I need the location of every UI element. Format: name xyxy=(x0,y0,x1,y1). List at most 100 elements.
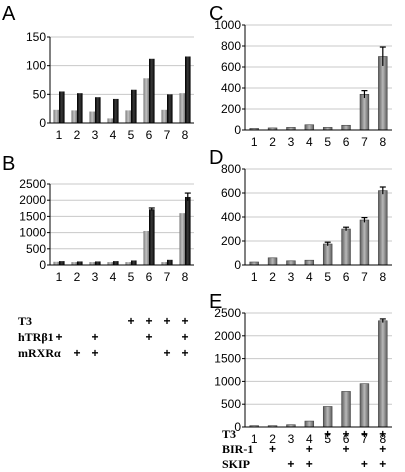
chart-b-bar xyxy=(71,262,77,265)
condition-label-skip: SKIP xyxy=(222,457,250,471)
condition-plus-mark: + xyxy=(163,346,170,360)
chart-b-xtick-label: 7 xyxy=(164,270,171,284)
condition-label-t3: T3 xyxy=(222,427,236,441)
condition-plus-mark: + xyxy=(145,330,152,344)
chart-panel-e: E 0 500 1000 1500 2000 2500 1 2 3 4 5 6 7 8 xyxy=(209,291,392,446)
condition-plus-mark: + xyxy=(306,442,313,456)
chart-b-bar xyxy=(113,261,119,265)
chart-e-ytick-label: 2000 xyxy=(214,329,241,343)
chart-c-bar xyxy=(341,124,351,131)
panel-label-c: C xyxy=(209,3,223,25)
chart-c-xtick-label: 6 xyxy=(343,135,350,149)
chart-b-bar xyxy=(95,261,101,265)
condition-plus-mark: + xyxy=(361,427,368,441)
chart-e-xtick-label: 7 xyxy=(361,432,368,446)
chart-e-xtick-label: 8 xyxy=(379,432,386,446)
chart-b-xtick-label: 6 xyxy=(146,270,153,284)
chart-c-ytick-label: 400 xyxy=(221,81,241,95)
chart-d-bar xyxy=(322,243,333,266)
chart-c-ytick-label: 1000 xyxy=(214,18,241,32)
chart-b-xtick-label: 1 xyxy=(56,270,63,284)
condition-plus-mark: + xyxy=(324,427,331,441)
chart-e-ytick-label: 1500 xyxy=(214,352,241,366)
chart-c-bar xyxy=(359,94,370,131)
chart-d-bar xyxy=(286,260,296,266)
chart-c-bar xyxy=(378,56,388,131)
conditions-table-left: T3 + + + +hTRβ1 + + + +mRXRα + + + + xyxy=(18,314,189,360)
condition-label-htr1: hTRβ1 xyxy=(18,330,54,344)
condition-plus-mark: + xyxy=(343,442,350,456)
chart-a-bar xyxy=(59,91,65,123)
chart-d-bar xyxy=(359,219,370,266)
chart-c-bar xyxy=(304,124,315,131)
chart-d-ytick-label: 400 xyxy=(221,210,241,224)
condition-plus-mark: + xyxy=(269,442,276,456)
chart-a-ytick-label: 0 xyxy=(39,116,46,130)
chart-b-xtick-label: 2 xyxy=(74,270,81,284)
chart-e-bar xyxy=(359,383,370,428)
chart-b-ytick-label: 2000 xyxy=(19,193,46,207)
chart-b-bar xyxy=(161,262,167,265)
chart-a-bar xyxy=(179,93,185,123)
chart-a-ytick-label: 150 xyxy=(26,30,46,44)
chart-a-bar xyxy=(53,109,59,123)
chart-c-ytick-label: 200 xyxy=(221,102,241,116)
condition-label-bir1: BIR-1 xyxy=(222,442,253,456)
chart-d-xtick-label: 3 xyxy=(288,270,295,284)
condition-plus-mark: + xyxy=(163,314,170,328)
chart-a-ytick-label: 50 xyxy=(33,87,47,101)
chart-panel-a: A 0 50 100 150 1 2 3 4 5 6 7 8 xyxy=(2,3,194,142)
condition-plus-mark: + xyxy=(379,457,386,471)
chart-c-xtick-label: 4 xyxy=(306,135,313,149)
chart-a-bar xyxy=(149,58,155,123)
condition-plus-mark: + xyxy=(145,314,152,328)
chart-a-xtick-label: 7 xyxy=(164,128,171,142)
chart-d-bar xyxy=(304,259,315,266)
chart-d-bar xyxy=(378,190,388,266)
condition-plus-mark: + xyxy=(127,314,134,328)
chart-b-bar xyxy=(77,261,83,265)
chart-a-xtick-label: 2 xyxy=(74,128,81,142)
condition-plus-mark: + xyxy=(91,346,98,360)
chart-e-bar xyxy=(304,420,315,428)
chart-c-xtick-label: 5 xyxy=(324,135,331,149)
chart-a-bar xyxy=(77,93,83,123)
condition-plus-mark: + xyxy=(379,427,386,441)
condition-label-mrxr: mRXRα xyxy=(18,346,61,360)
condition-plus-mark: + xyxy=(181,346,188,360)
chart-c-ytick-label: 600 xyxy=(221,60,241,74)
chart-c-xtick-label: 8 xyxy=(379,135,386,149)
chart-a-xtick-label: 3 xyxy=(92,128,99,142)
condition-plus-mark: + xyxy=(361,457,368,471)
chart-d-xtick-label: 1 xyxy=(251,270,258,284)
chart-e-ytick-label: 0 xyxy=(234,420,241,434)
chart-a-bar xyxy=(113,98,119,123)
chart-a-ytick-label: 100 xyxy=(26,59,46,73)
chart-b-bar xyxy=(167,259,173,265)
chart-b-ytick-label: 1000 xyxy=(19,226,46,240)
chart-e-xtick-label: 1 xyxy=(251,432,258,446)
chart-a-bar xyxy=(131,89,137,123)
chart-e-ytick-label: 500 xyxy=(221,397,241,411)
condition-label-t3: T3 xyxy=(18,314,32,328)
chart-a-bar xyxy=(185,56,191,123)
chart-e-bar xyxy=(322,406,333,428)
chart-b-xtick-label: 4 xyxy=(110,270,117,284)
chart-c-xtick-label: 2 xyxy=(269,135,276,149)
chart-b-bar xyxy=(59,261,65,265)
chart-b-ytick-label: 1500 xyxy=(19,209,46,223)
chart-a-bar xyxy=(107,118,113,123)
chart-d-xtick-label: 2 xyxy=(269,270,276,284)
chart-a-bar xyxy=(89,111,95,123)
chart-a-bar xyxy=(167,94,173,123)
chart-a-bar xyxy=(161,109,167,123)
chart-d-xtick-label: 6 xyxy=(343,270,350,284)
panel-label-d: D xyxy=(209,147,223,169)
chart-c-xtick-label: 7 xyxy=(361,135,368,149)
chart-d-ytick-label: 800 xyxy=(221,162,241,176)
chart-a-xtick-label: 1 xyxy=(56,128,63,142)
panel-label-e: E xyxy=(209,291,222,313)
chart-b-bar xyxy=(107,262,113,265)
chart-e-xtick-label: 4 xyxy=(306,432,313,446)
